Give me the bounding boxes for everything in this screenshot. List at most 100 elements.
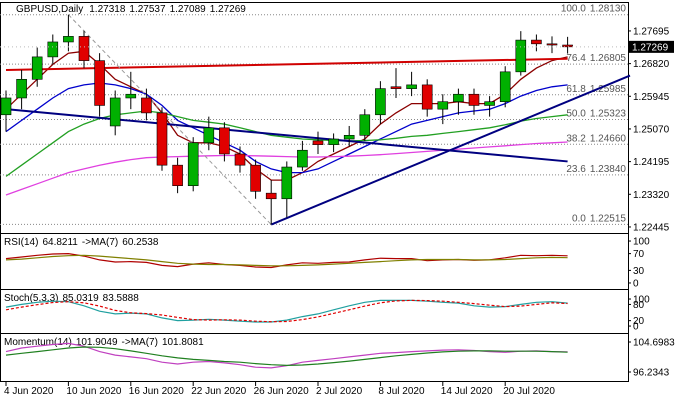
candle-body: [375, 88, 386, 116]
fib-level-label: 76.4: [566, 53, 586, 64]
legend-item: Stoch(5,3,3): [4, 293, 58, 304]
y-tick-label: 20: [633, 316, 645, 327]
candle-body: [531, 39, 542, 45]
fib-price-label: 1.26805: [590, 53, 627, 64]
candle-body: [141, 97, 152, 114]
fib-label: 23.6 1.23840: [566, 164, 626, 175]
x-tick-label: 20 Jul 2020: [503, 386, 555, 397]
candle-body: [250, 164, 261, 192]
candle-body: [78, 36, 90, 61]
candle-body: [172, 164, 183, 187]
candle-body: [31, 56, 43, 80]
y-tick-label: 96.2343: [633, 368, 670, 379]
candle-body: [203, 127, 215, 144]
fib-label: 76.4 1.26805: [566, 53, 626, 64]
fib-label: 38.2 1.24660: [566, 133, 626, 144]
x-tick-label: 2 Jul 2020: [316, 386, 363, 397]
header-value: 1.27318: [89, 4, 126, 15]
fib-level-label: 23.6: [566, 164, 586, 175]
candle-body: [312, 140, 324, 145]
candle-body: [562, 44, 573, 48]
x-tick-label: 8 Jul 2020: [378, 386, 425, 397]
fib-price-label: 1.23840: [590, 164, 627, 175]
candle-body: [234, 153, 246, 166]
candle-body: [515, 39, 527, 73]
fib-level-label: 38.2: [566, 133, 586, 144]
candle-body: [297, 149, 308, 168]
fib-level-label: 50.0: [566, 109, 586, 120]
legend-item: ->MA(7): [122, 337, 158, 348]
indicator-legend: Momentum(14) 101.9049 ->MA(7) 101.8081: [4, 337, 204, 348]
candle-body: [421, 84, 433, 110]
fib-price-label: 1.28130: [590, 4, 627, 15]
candle-body: [94, 60, 105, 106]
candle-body: [187, 142, 199, 187]
candle-body: [109, 97, 121, 127]
indicator-line: [5, 299, 568, 323]
title-symbol: GBPUSD,Daily: [16, 4, 83, 15]
candle-body: [156, 112, 168, 166]
fib-price-label: 1.22515: [590, 213, 627, 224]
candle-body: [468, 93, 480, 106]
y-tick-label: 100: [633, 237, 650, 248]
y-tick-label: 0: [633, 322, 639, 333]
header-value: 1.27269: [210, 4, 247, 15]
y-tick-label: 104.6983: [633, 337, 675, 348]
candle-body: [0, 97, 12, 116]
fib-label: 50.0 1.25323: [566, 109, 626, 120]
y-tick-label: 100: [633, 295, 650, 306]
header-value: 1.27537: [129, 4, 166, 15]
x-tick-label: 10 Jun 2020: [66, 386, 121, 397]
y-tick-label: 70: [633, 249, 645, 260]
x-tick-label: 14 Jul 2020: [441, 386, 493, 397]
candle-body: [343, 135, 355, 140]
y-tick-label: 1.23320: [633, 190, 670, 201]
legend-item: 83.5888: [103, 293, 140, 304]
candle-body: [328, 138, 339, 145]
candle-body: [546, 43, 558, 46]
last-price-box: [628, 40, 674, 53]
fib-label: 0.0 1.22515: [572, 213, 626, 224]
y-tick-label: 1.25070: [633, 124, 670, 135]
trendline: [5, 108, 568, 163]
fib-level-label: 100.0: [561, 4, 586, 15]
indicator-line: [5, 141, 568, 196]
x-tick-label: 22 Jun 2020: [191, 386, 246, 397]
candle-body: [63, 36, 74, 43]
x-tick-label: 16 Jun 2020: [129, 386, 184, 397]
x-tick-label: 26 Jun 2020: [254, 386, 309, 397]
candle-body: [125, 93, 137, 99]
legend-item: RSI(14): [4, 237, 38, 248]
indicator-line: [5, 346, 568, 367]
candle-body: [47, 41, 59, 58]
fib-price-label: 1.25985: [590, 84, 627, 95]
candle-body: [437, 101, 449, 110]
header-value: 1.27089: [170, 4, 207, 15]
y-tick-label: 0: [633, 278, 639, 289]
y-tick-label: 1.24195: [633, 157, 670, 168]
y-tick-label: 30: [633, 266, 645, 277]
legend-item: ->MA(7): [82, 237, 118, 248]
candle-body: [219, 127, 230, 155]
candle-body: [453, 93, 464, 102]
fib-level-label: 0.0: [572, 213, 586, 224]
legend-item: 101.9049: [76, 337, 118, 348]
y-tick-label: 1.26820: [633, 59, 670, 70]
last-price-label: 1.27269: [632, 42, 669, 53]
candle-body: [390, 86, 402, 89]
candle-body: [359, 114, 371, 136]
x-tick-label: 4 Jun 2020: [4, 386, 54, 397]
indicator-legend: RSI(14) 64.8211 ->MA(7) 60.2538: [4, 237, 159, 248]
indicator-legend: Stoch(5,3,3) 85.0319 83.5888: [4, 293, 139, 304]
chart-title: GBPUSD,Daily 1.27318 1.27537 1.27089 1.27269: [16, 4, 246, 15]
candle-body: [265, 192, 277, 200]
candle-body: [16, 78, 27, 99]
y-tick-label: 1.27695: [633, 26, 670, 37]
y-tick-label: 1.25945: [633, 92, 670, 103]
fib-level-label: 61.8: [566, 84, 586, 95]
indicator-line: [5, 254, 568, 267]
panel-frame: [0, 333, 629, 382]
legend-item: 101.8081: [162, 337, 204, 348]
candle-body: [281, 166, 293, 200]
